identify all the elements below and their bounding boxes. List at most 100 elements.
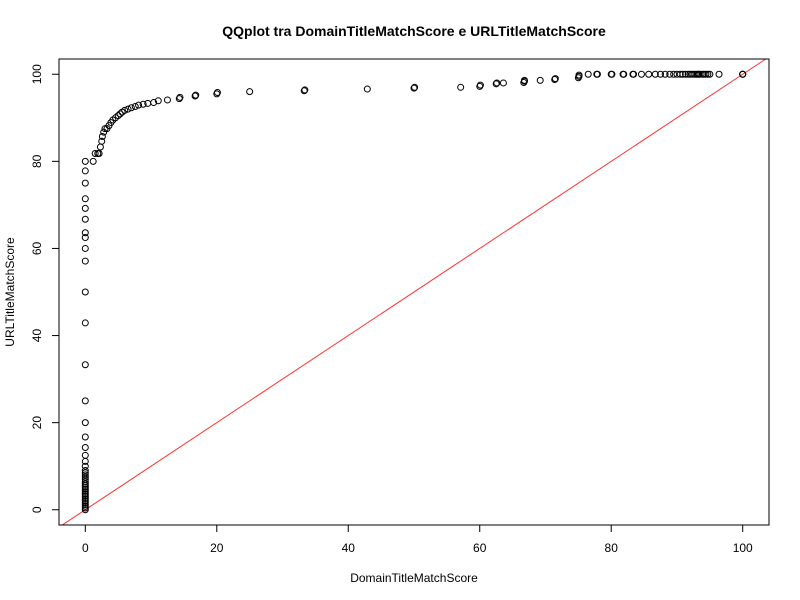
data-point [682, 70, 690, 78]
data-point [81, 462, 89, 470]
data-point [81, 204, 89, 212]
data-point [645, 70, 653, 78]
data-point [704, 70, 712, 78]
data-point [154, 97, 162, 105]
plot-area [61, 59, 767, 525]
data-point [176, 93, 184, 101]
data-point [715, 70, 723, 78]
data-point [192, 91, 200, 99]
data-point [81, 475, 89, 483]
data-point [676, 70, 684, 78]
data-point [81, 319, 89, 327]
data-point [666, 70, 674, 78]
data-point [81, 480, 89, 488]
data-point [81, 234, 89, 242]
reference-line [61, 59, 767, 525]
y-tick-label: 100 [30, 64, 44, 84]
data-point [476, 81, 484, 89]
data-point [661, 70, 669, 78]
data-point [163, 96, 171, 104]
data-point [620, 70, 628, 78]
data-point [81, 471, 89, 479]
data-point [213, 89, 221, 97]
x-tick-label: 20 [210, 541, 224, 555]
data-point [575, 71, 583, 79]
x-tick-label: 100 [733, 541, 753, 555]
data-point [651, 70, 659, 78]
data-point [702, 70, 710, 78]
data-point [121, 106, 129, 114]
data-point [81, 361, 89, 369]
data-point [81, 451, 89, 459]
data-point [191, 92, 199, 100]
data-point [493, 79, 501, 87]
data-point [593, 70, 601, 78]
data-point [95, 150, 103, 158]
data-point [81, 157, 89, 165]
data-point [139, 100, 147, 108]
data-point [536, 76, 544, 84]
data-point [91, 150, 99, 158]
data-point [457, 83, 465, 91]
data-point [551, 75, 559, 83]
y-tick-label: 60 [30, 241, 44, 255]
data-point [81, 167, 89, 175]
data-point [363, 85, 371, 93]
data-point [551, 75, 559, 83]
data-point [679, 70, 687, 78]
data-point [127, 104, 135, 112]
x-tick-label: 0 [82, 541, 89, 555]
data-point [81, 397, 89, 405]
y-axis-label: URLTitleMatchScore [3, 237, 17, 347]
data-point [81, 433, 89, 441]
y-axis: 0 20 40 60 80 100 [30, 64, 60, 513]
data-point [520, 76, 528, 84]
data-point [81, 419, 89, 427]
y-tick-label: 0 [30, 506, 44, 513]
data-point [81, 244, 89, 252]
x-tick-label: 80 [605, 541, 619, 555]
data-point [98, 133, 106, 141]
data-point [637, 70, 645, 78]
data-point [499, 79, 507, 87]
data-point [81, 469, 89, 477]
data-point [124, 105, 132, 113]
x-tick-label: 60 [473, 541, 487, 555]
data-point [81, 467, 89, 475]
data-point [89, 157, 97, 165]
data-point [81, 473, 89, 481]
data-point [301, 86, 309, 94]
data-point [670, 70, 678, 78]
data-point [81, 443, 89, 451]
data-point [706, 70, 714, 78]
data-point [630, 70, 638, 78]
data-point [657, 70, 665, 78]
data-point [584, 70, 592, 78]
y-tick-label: 40 [30, 329, 44, 343]
data-point [81, 288, 89, 296]
data-point [608, 70, 616, 78]
data-point [131, 102, 139, 110]
data-point [739, 70, 747, 78]
data-point [688, 70, 696, 78]
data-point [81, 215, 89, 223]
data-point [81, 195, 89, 203]
data-point [411, 83, 419, 91]
y-tick-label: 80 [30, 154, 44, 168]
data-point [81, 477, 89, 485]
data-point [81, 229, 89, 237]
data-point [96, 143, 104, 151]
x-axis-label: DomainTitleMatchScore [350, 571, 478, 585]
data-point [81, 257, 89, 265]
data-point [150, 99, 158, 107]
data-point [492, 80, 500, 88]
data-point [98, 137, 106, 145]
data-point [300, 87, 308, 95]
x-tick-label: 40 [342, 541, 356, 555]
data-point [410, 84, 418, 92]
data-point [116, 110, 124, 118]
data-point [135, 101, 143, 109]
x-axis: 0 20 40 60 80 100 [82, 524, 753, 555]
data-point [81, 179, 89, 187]
